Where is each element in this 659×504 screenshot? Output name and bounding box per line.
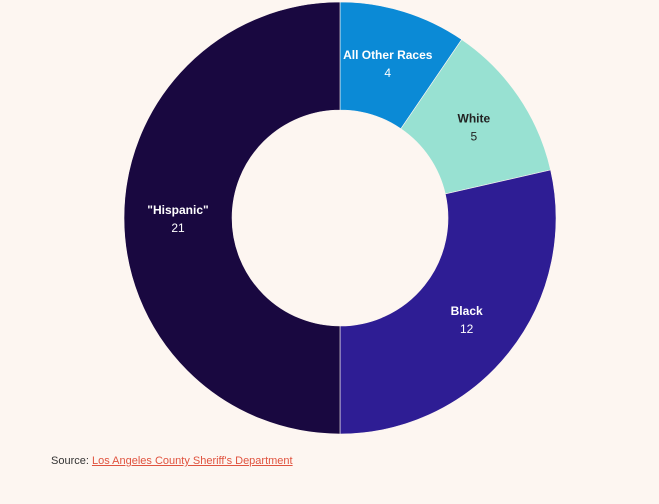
source-link[interactable]: Los Angeles County Sheriff's Department bbox=[91, 455, 293, 467]
slice-label-hispanic: "Hispanic" bbox=[147, 203, 208, 217]
slice-label-black: Black bbox=[451, 304, 483, 318]
slice-value-hispanic: 21 bbox=[171, 221, 185, 235]
slice-hispanic bbox=[123, 1, 341, 435]
slice-label-white: White bbox=[458, 112, 491, 126]
slice-value-black: 12 bbox=[460, 322, 474, 336]
slice-labels: All Other Races 4 White 5 Black 12 "Hispanic" 2… bbox=[147, 48, 490, 336]
slice-value-all-other-races: 4 bbox=[384, 66, 391, 80]
slice-value-white: 5 bbox=[471, 130, 478, 144]
source-note: Source: Los Angeles County Sheriff's Dep… bbox=[51, 455, 293, 467]
source-prefix: Source: bbox=[51, 455, 92, 467]
slice-black bbox=[339, 169, 557, 435]
donut-chart: All Other Races 4 White 5 Black 12 "Hispanic" 2… bbox=[123, 1, 557, 435]
slice-label-all-other-races: All Other Races bbox=[343, 48, 433, 62]
donut-slices bbox=[123, 1, 557, 435]
